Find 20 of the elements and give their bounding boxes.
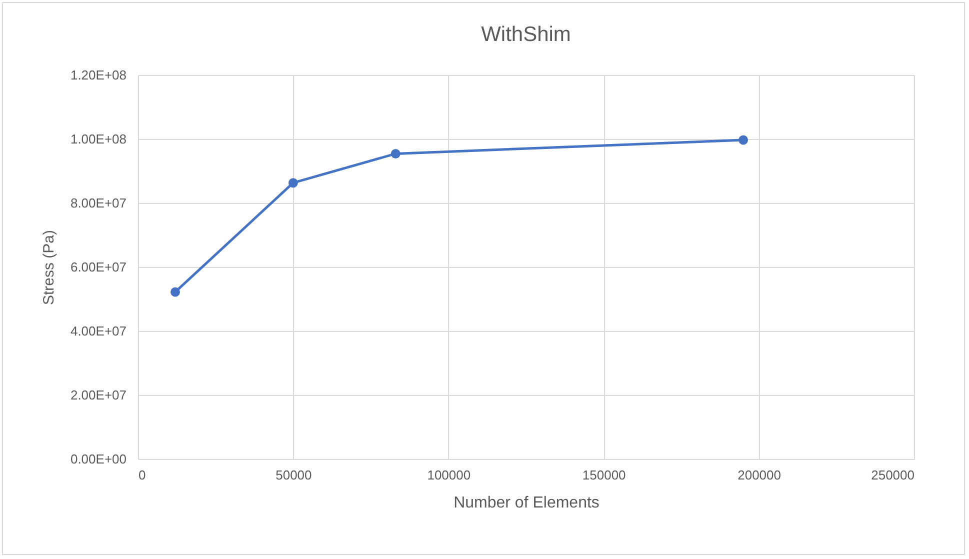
- y-tick-label: 2.00E+07: [70, 388, 126, 402]
- y-tick-label: 1.00E+08: [70, 132, 126, 146]
- point: [738, 135, 748, 145]
- x-tick-label: 250000: [871, 468, 914, 482]
- x-tick-label: 0: [138, 468, 146, 482]
- point: [390, 148, 400, 158]
- y-tick-label: 1.20E+08: [70, 68, 126, 82]
- x-tick-label: 50000: [276, 468, 312, 482]
- y-tick-label: 8.00E+07: [70, 196, 126, 210]
- x-tick-label: 200000: [738, 468, 781, 482]
- y-tick-label: 0.00E+00: [70, 452, 126, 466]
- y-tick-label: 4.00E+07: [70, 324, 126, 338]
- chart-title: WithShim: [481, 23, 571, 46]
- point: [170, 287, 180, 297]
- x-axis-title: Number of Elements: [454, 494, 600, 512]
- x-tick-label: 150000: [582, 468, 626, 482]
- y-tick-label: 6.00E+07: [70, 260, 126, 274]
- point: [288, 178, 298, 188]
- x-tick-label: 100000: [427, 468, 471, 482]
- y-axis-title: Stress (Pa): [40, 230, 58, 306]
